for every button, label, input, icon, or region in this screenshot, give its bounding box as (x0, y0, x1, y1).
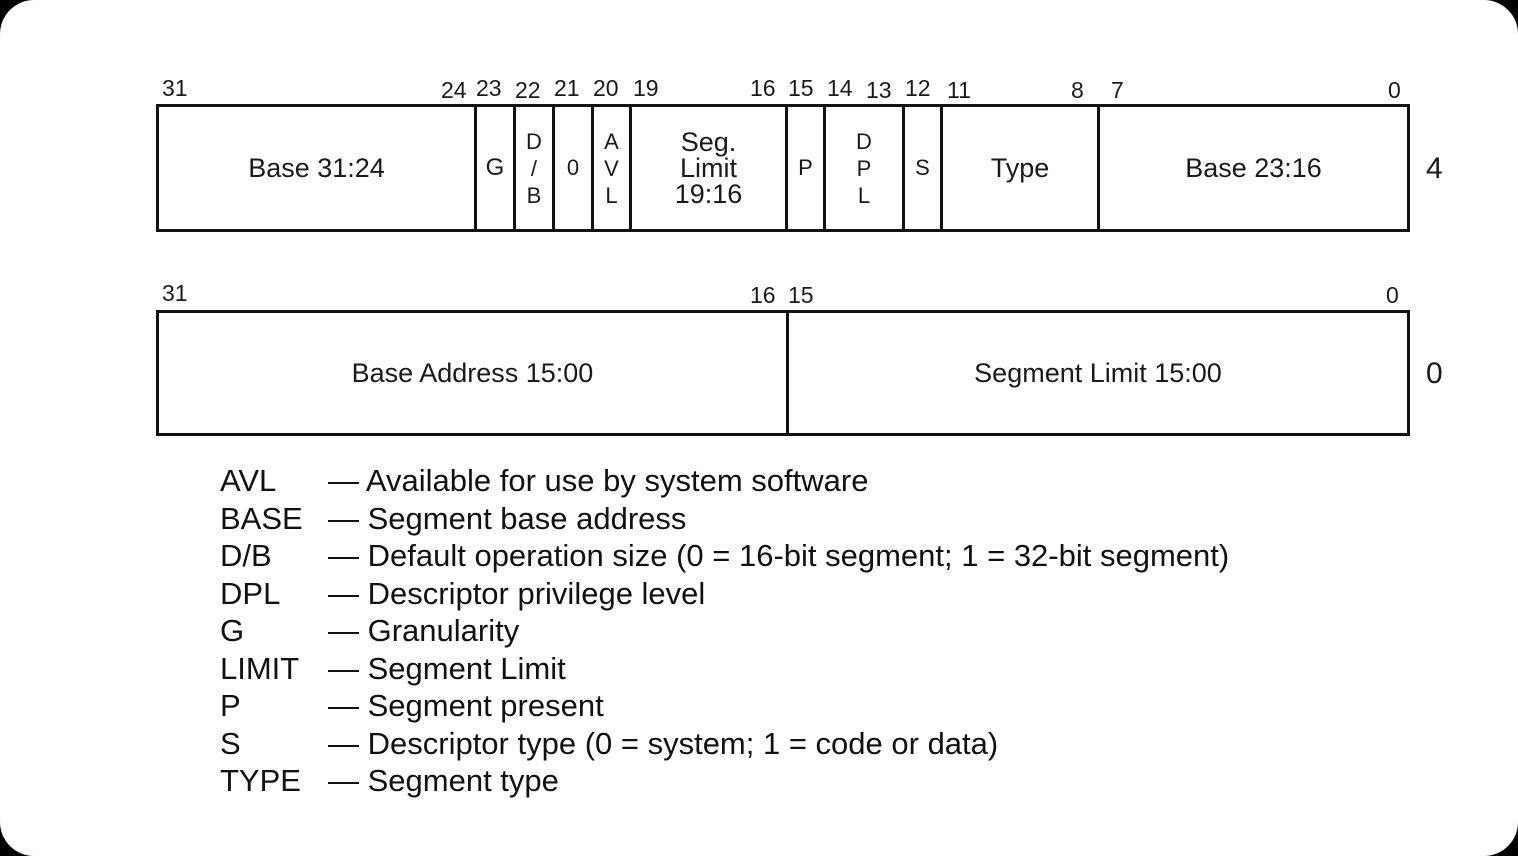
field-avl: A V L (594, 107, 632, 229)
field-base-23-16: Base 23:16 (1100, 107, 1407, 229)
legend-desc: — Available for use by system software (328, 463, 869, 498)
bit-label-0: 0 (1388, 77, 1401, 103)
field-segment-limit-15-00: Segment Limit 15:00 (789, 313, 1407, 433)
legend-item: LIMIT — Segment Limit (220, 650, 1229, 688)
field-seg-limit-line: 19:16 (674, 179, 743, 209)
field-s-label: S (915, 155, 930, 180)
upper-word-offset: 4 (1426, 152, 1443, 185)
field-base-23-16-label: Base 23:16 (1185, 152, 1322, 183)
field-dpl-char: P (856, 155, 872, 181)
bit-label-23: 23 (476, 75, 502, 101)
field-s: S (905, 107, 943, 229)
field-base-address-label: Base Address 15:00 (351, 357, 594, 388)
legend-desc: — Granularity (328, 613, 520, 648)
field-zero-label: 0 (566, 155, 580, 180)
legend-desc: — Segment base address (328, 500, 687, 536)
field-g: G (477, 107, 516, 229)
bit-label-13: 13 (866, 77, 892, 103)
field-dpl: D P L (826, 107, 905, 229)
legend-item: DPL — Descriptor privilege level (220, 575, 1229, 613)
bit-label-21: 21 (554, 75, 580, 101)
bit-label-0: 0 (1386, 282, 1399, 308)
field-db-char: B (526, 182, 542, 208)
field-seg-limit-19-16: Seg. Limit 19:16 (632, 107, 788, 229)
legend-abbr: G (220, 613, 245, 648)
field-avl-char: L (605, 182, 618, 208)
bit-label-14: 14 (827, 75, 853, 101)
bit-label-7: 7 (1111, 77, 1124, 103)
legend-desc: — Segment type (328, 763, 559, 798)
lower-word-offset: 0 (1426, 357, 1443, 390)
legend-abbr: LIMIT (220, 650, 300, 686)
bit-label-19: 19 (633, 75, 659, 101)
field-type: Type (943, 107, 1100, 229)
field-seg-limit-line: Limit (679, 153, 737, 183)
field-p: P (788, 107, 826, 229)
field-type-label: Type (990, 152, 1050, 183)
legend-desc: — Segment Limit (328, 650, 566, 686)
field-zero: 0 (555, 107, 594, 229)
field-base-address-15-00: Base Address 15:00 (159, 313, 789, 433)
bit-label-15: 15 (788, 75, 814, 101)
field-base-31-24-label: Base 31:24 (248, 152, 385, 183)
field-dpl-char: D (856, 128, 872, 154)
field-db: D / B (516, 107, 555, 229)
field-db-char: D (526, 128, 542, 154)
field-segment-limit-label: Segment Limit 15:00 (974, 357, 1222, 388)
field-g-label: G (485, 154, 505, 181)
bit-label-31: 31 (162, 75, 188, 101)
legend-abbr: P (220, 688, 241, 723)
legend: AVL — Available for use by system softwa… (220, 462, 1229, 800)
legend-item: BASE — Segment base address (220, 500, 1229, 538)
descriptor-lower-word: Base Address 15:00 Segment Limit 15:00 (156, 310, 1410, 436)
legend-item: S — Descriptor type (0 = system; 1 = cod… (220, 725, 1229, 763)
field-p-label: P (798, 155, 813, 180)
field-dpl-char: L (857, 182, 871, 208)
legend-desc: — Segment present (328, 688, 604, 723)
field-avl-char: A (604, 128, 619, 154)
bit-label-12: 12 (905, 75, 931, 101)
field-seg-limit-line: Seg. (680, 127, 737, 157)
legend-abbr: AVL (220, 463, 277, 498)
bit-label-8: 8 (1071, 77, 1084, 103)
legend-item: TYPE — Segment type (220, 762, 1229, 800)
bit-label-16: 16 (750, 75, 776, 101)
legend-desc: — Default operation size (0 = 16-bit seg… (328, 538, 1230, 573)
bit-label-24: 24 (441, 77, 467, 103)
field-base-31-24: Base 31:24 (159, 107, 477, 229)
legend-abbr: S (220, 725, 241, 761)
legend-item: AVL — Available for use by system softwa… (220, 462, 1229, 500)
bit-label-20: 20 (593, 75, 619, 101)
legend-abbr: DPL (220, 575, 281, 611)
descriptor-upper-word: Base 31:24 G D / B 0 A V L Seg. Limit (156, 104, 1410, 232)
legend-desc: — Descriptor type (0 = system; 1 = code … (328, 725, 999, 761)
legend-desc: — Descriptor privilege level (328, 575, 706, 611)
bit-label-16: 16 (750, 282, 776, 308)
bit-label-15: 15 (788, 282, 814, 308)
legend-item: P — Segment present (220, 687, 1229, 725)
field-db-char: / (530, 155, 538, 181)
bit-label-31: 31 (162, 280, 188, 306)
legend-abbr: BASE (220, 500, 303, 536)
bit-label-11: 11 (947, 77, 971, 103)
bit-label-22: 22 (515, 77, 541, 103)
legend-item: D/B — Default operation size (0 = 16-bit… (220, 537, 1229, 575)
legend-abbr: D/B (220, 538, 272, 573)
legend-abbr: TYPE (220, 763, 301, 798)
legend-item: G — Granularity (220, 612, 1229, 650)
field-avl-char: V (604, 155, 619, 181)
